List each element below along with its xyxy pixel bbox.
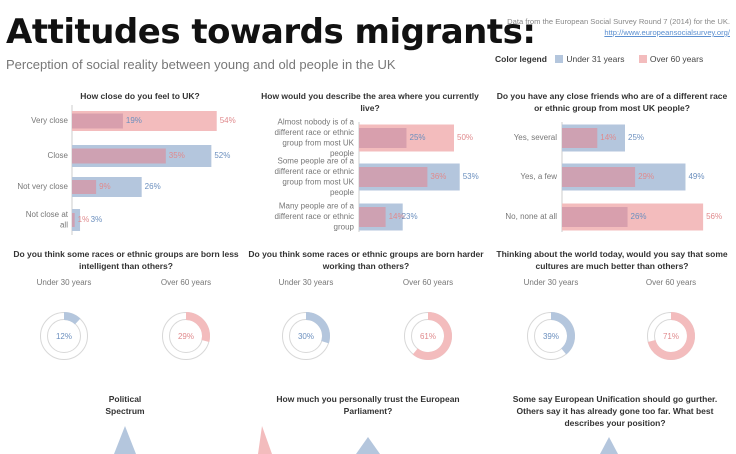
donut-group-label-1-1: Over 60 years	[403, 278, 453, 287]
page-subtitle: Perception of social reality between you…	[6, 57, 396, 72]
legend-item-old: Over 60 years	[638, 54, 704, 64]
bar-narrow-0-2	[72, 180, 97, 194]
value-label-narrow-2-2: 26%	[631, 212, 647, 221]
category-label-0-2-0: Not very close	[17, 182, 68, 191]
category-label-1-2-1: different race or ethnic	[275, 212, 354, 221]
page-title: Attitudes towards migrants:	[6, 12, 536, 52]
color-legend: Color legend Under 31 years Over 60 year…	[495, 54, 715, 64]
category-label-1-1-1: different race or ethnic	[275, 167, 354, 176]
category-label-1-0-1: different race or ethnic	[275, 128, 354, 137]
donut-value-1-1: 61%	[420, 332, 436, 341]
donut-value-0-0: 12%	[56, 332, 72, 341]
bar-narrow-0-1	[72, 148, 166, 164]
donut-value-2-0: 39%	[543, 332, 559, 341]
value-label-wide-0-1: 52%	[214, 151, 230, 160]
legend-swatch-young	[555, 55, 564, 63]
bar-narrow-2-1	[562, 167, 636, 187]
donut-slice-1-0	[305, 312, 330, 344]
area-peak-trust-young	[356, 437, 380, 454]
value-label-narrow-0-0: 19%	[126, 116, 142, 125]
donut-value-2-1: 71%	[663, 332, 679, 341]
donut-group-label-0-0: Under 30 years	[37, 278, 92, 287]
category-label-1-1-3: people	[330, 188, 355, 197]
category-label-1-0-0: Almost nobody is of a	[278, 117, 355, 126]
value-label-wide-0-3: 3%	[91, 215, 103, 224]
source-note: Data from the European Social Survey Rou…	[507, 16, 730, 38]
chart-title-unification: Some say European Unification should go …	[512, 394, 718, 428]
bar-narrow-0-3	[72, 213, 75, 227]
value-label-wide-1-0: 50%	[457, 133, 473, 142]
category-label-0-3-0: Not close at	[26, 210, 69, 219]
area-peak-unification-young	[600, 437, 618, 454]
bar-wide-0-3	[72, 209, 81, 231]
source-link[interactable]: http://www.europeansocialsurvey.org/	[604, 28, 730, 37]
category-label-0-0-0: Very close	[31, 116, 68, 125]
value-label-narrow-1-2: 14%	[389, 212, 405, 221]
donut-value-0-1: 29%	[178, 332, 194, 341]
chart-title-area: How would you describe the area where yo…	[261, 91, 479, 113]
category-label-2-1-0: Yes, a few	[520, 172, 557, 181]
value-label-narrow-0-1: 35%	[169, 151, 185, 160]
category-label-1-1-2: group from most UK	[282, 177, 354, 186]
donut-slice-0-1	[185, 312, 210, 342]
category-label-1-2-0: Many people are of a	[279, 202, 355, 211]
donut-slice-2-0	[550, 312, 575, 355]
value-label-wide-2-2: 56%	[706, 212, 722, 221]
donut-group-label-2-0: Under 30 years	[524, 278, 579, 287]
value-label-wide-2-0: 25%	[628, 133, 644, 142]
legend-label-old: Over 60 years	[649, 54, 704, 64]
donut-group-label-0-1: Over 60 years	[161, 278, 211, 287]
value-label-wide-1-1: 53%	[463, 172, 479, 181]
value-label-wide-1-2: 23%	[402, 212, 418, 221]
chart-title-political: Political Spectrum	[105, 394, 145, 416]
chart-title-trust-ep: How much you personally trust the Europe…	[276, 394, 460, 416]
legend-title: Color legend	[495, 54, 547, 64]
donut-slice-2-1	[647, 312, 695, 360]
category-label-1-0-3: people	[330, 149, 355, 158]
category-label-0-1-0: Close	[48, 151, 69, 160]
legend-swatch-old	[638, 55, 647, 63]
chart-title-friends: Do you have any close friends who are of…	[496, 91, 728, 113]
bar-narrow-1-2	[359, 207, 386, 227]
bar-narrow-2-0	[562, 128, 598, 148]
donut-slice-1-1	[412, 312, 452, 360]
value-label-narrow-0-2: 9%	[99, 182, 111, 191]
value-label-narrow-1-0: 25%	[410, 133, 426, 142]
value-label-wide-2-1: 49%	[688, 172, 704, 181]
value-label-wide-0-0: 54%	[220, 116, 236, 125]
donut-group-label-2-1: Over 60 years	[646, 278, 696, 287]
source-line: Data from the European Social Survey Rou…	[507, 17, 730, 26]
value-label-narrow-2-1: 29%	[638, 172, 654, 181]
chart-title-working: Do you think some races or ethnic groups…	[248, 249, 484, 271]
legend-label-young: Under 31 years	[566, 54, 625, 64]
bar-narrow-1-1	[359, 167, 428, 187]
category-label-1-0-2: group from most UK	[282, 138, 354, 147]
donut-value-1-0: 30%	[298, 332, 314, 341]
chart-title-close-to-uk: How close do you feel to UK?	[80, 91, 200, 101]
bar-narrow-1-0	[359, 128, 407, 148]
value-label-wide-0-2: 26%	[145, 182, 161, 191]
area-peak-political-young	[114, 426, 136, 454]
bar-narrow-2-2	[562, 207, 628, 227]
chart-title-intelligent: Do you think some races or ethnic groups…	[13, 249, 239, 271]
donut-group-label-1-0: Under 30 years	[279, 278, 334, 287]
value-label-narrow-2-0: 14%	[600, 133, 616, 142]
donut-slice-0-0	[63, 312, 81, 325]
category-label-1-2-2: group	[334, 223, 355, 232]
value-label-narrow-1-1: 36%	[430, 172, 446, 181]
category-label-2-2-0: No, none at all	[505, 212, 557, 221]
category-label-0-3-1: all	[60, 220, 68, 229]
legend-item-young: Under 31 years	[555, 54, 624, 64]
category-label-2-0-0: Yes, several	[514, 133, 558, 142]
bar-narrow-0-0	[72, 113, 123, 129]
chart-title-cultures: Thinking about the world today, would yo…	[496, 249, 728, 271]
area-peak-political-old	[258, 426, 272, 454]
value-label-narrow-0-3: 1%	[78, 215, 90, 224]
category-label-1-1-0: Some people are of a	[278, 156, 355, 165]
